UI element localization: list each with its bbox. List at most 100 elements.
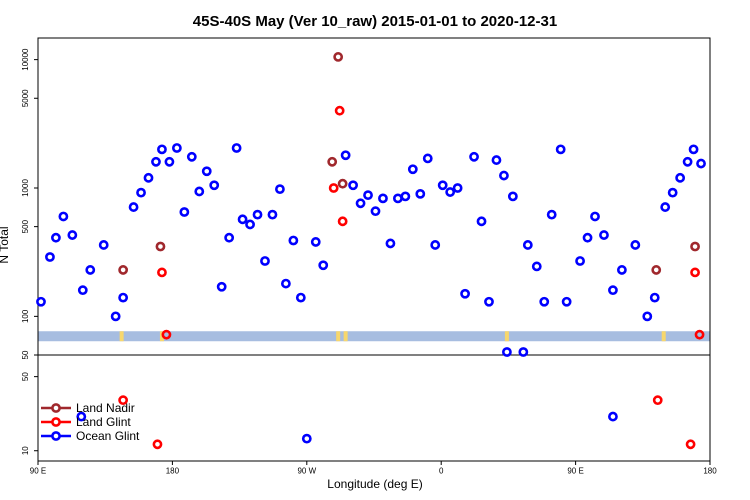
legend-marker <box>51 403 61 413</box>
y-tick-label: 5000 <box>21 89 30 107</box>
ocean-glint-point <box>445 187 456 197</box>
ocean-glint-point <box>561 296 572 307</box>
ocean-glint-point <box>245 219 255 230</box>
ocean-glint-point <box>363 190 373 201</box>
land-glint-point <box>334 105 345 116</box>
land-glint-point <box>694 329 705 340</box>
ocean-glint-point <box>301 433 312 444</box>
land-nadir-point <box>690 241 700 252</box>
x-tick-label: 0 <box>439 467 444 476</box>
y-tick-label: 50 <box>21 372 30 381</box>
land-glint-point <box>690 267 700 278</box>
ocean-glint-point <box>288 235 299 246</box>
ocean-glint-point <box>392 193 403 204</box>
band-highlight <box>504 331 509 342</box>
ocean-glint-point <box>164 156 175 167</box>
ocean-glint-point <box>85 265 96 275</box>
chart-title: 45S-40S May (Ver 10_raw) 2015-01-01 to 2… <box>193 13 557 30</box>
ocean-glint-point <box>67 230 78 240</box>
ocean-glint-point <box>546 209 557 220</box>
ocean-glint-point <box>491 155 502 165</box>
ocean-glint-point <box>209 180 220 191</box>
ocean-glint-point <box>499 170 509 181</box>
ocean-glint-point <box>45 252 55 262</box>
ocean-glint-point <box>502 347 512 357</box>
y-tick-label: 100 <box>21 309 30 323</box>
band-highlight <box>661 331 666 342</box>
legend-label: Land Glint <box>76 415 131 429</box>
band-highlight <box>343 331 348 342</box>
x-tick-label: 90 E <box>30 467 46 476</box>
x-axis-label: Longitude (deg E) <box>327 477 422 491</box>
land-glint-point <box>328 183 339 193</box>
ocean-glint-point <box>616 265 627 275</box>
ocean-glint-point <box>143 172 154 183</box>
ocean-glint-point <box>186 151 197 162</box>
ocean-glint-point <box>460 288 470 299</box>
ocean-glint-point <box>599 230 609 240</box>
ocean-glint-point <box>201 166 212 177</box>
ocean-glint-point <box>522 240 533 250</box>
land-nadir-point <box>327 156 338 167</box>
ocean-glint-point <box>260 256 270 266</box>
ocean-glint-point <box>118 292 129 303</box>
ocean-glint-point <box>310 237 321 247</box>
ocean-glint-point <box>630 240 641 250</box>
ocean-glint-point <box>98 240 109 250</box>
ocean-glint-point <box>608 411 618 422</box>
ocean-glint-point <box>582 232 593 243</box>
plot-frame <box>37 37 711 462</box>
ocean-glint-point <box>484 296 494 307</box>
ocean-glint-point <box>136 187 146 198</box>
ocean-glint-point <box>590 211 600 222</box>
land-nadir-point <box>333 52 344 62</box>
band-highlight <box>336 331 341 342</box>
legend-label: Ocean Glint <box>76 429 140 443</box>
band-highlight <box>119 331 124 342</box>
ocean-glint-point <box>77 285 88 296</box>
ocean-glint-point <box>280 278 291 289</box>
ocean-glint-point <box>355 198 366 209</box>
land-nadir-point <box>651 265 662 275</box>
land-glint-point <box>152 439 163 450</box>
legend-marker <box>51 431 61 441</box>
land-nadir-point <box>155 241 166 252</box>
ocean-glint-point <box>275 184 285 195</box>
ocean-glint-point <box>151 156 161 167</box>
ocean-glint-point <box>476 216 487 227</box>
y-tick-label: 50 <box>21 350 30 359</box>
ocean-glint-point <box>531 261 542 272</box>
ocean-glint-point <box>216 281 227 292</box>
ocean-glint-point <box>642 311 653 322</box>
x-tick-label: 180 <box>703 467 717 476</box>
ocean-glint-point <box>194 186 205 197</box>
legend-label: Land Nadir <box>76 401 135 415</box>
ocean-glint-point <box>422 153 433 164</box>
land-glint-point <box>337 216 348 227</box>
y-tick-label: 500 <box>21 219 30 233</box>
ocean-glint-point <box>437 180 448 191</box>
ocean-glint-point <box>76 411 87 422</box>
land-glint-point <box>118 395 129 406</box>
ocean-glint-point <box>378 193 388 204</box>
data-points <box>36 52 706 450</box>
ocean-glint-point <box>224 232 235 243</box>
land-nadir-point <box>337 178 348 189</box>
ocean-glint-point <box>575 256 585 266</box>
ocean-glint-point <box>539 296 550 307</box>
ocean-glint-point <box>400 191 411 202</box>
coverage-band <box>38 331 710 342</box>
x-tick-label: 180 <box>166 467 180 476</box>
ocean-glint-point <box>51 232 61 243</box>
band-bar <box>38 331 710 342</box>
y-axis-label: N Total <box>0 226 11 263</box>
ocean-glint-point <box>370 206 381 217</box>
ocean-glint-point <box>340 150 351 161</box>
land-glint-point <box>685 439 696 450</box>
ocean-glint-point <box>36 296 46 307</box>
ocean-glint-point <box>252 209 263 220</box>
x-axis-ticks: 90 E 180 90 W 0 90 E 180 <box>30 461 717 476</box>
ocean-glint-point <box>171 143 182 153</box>
